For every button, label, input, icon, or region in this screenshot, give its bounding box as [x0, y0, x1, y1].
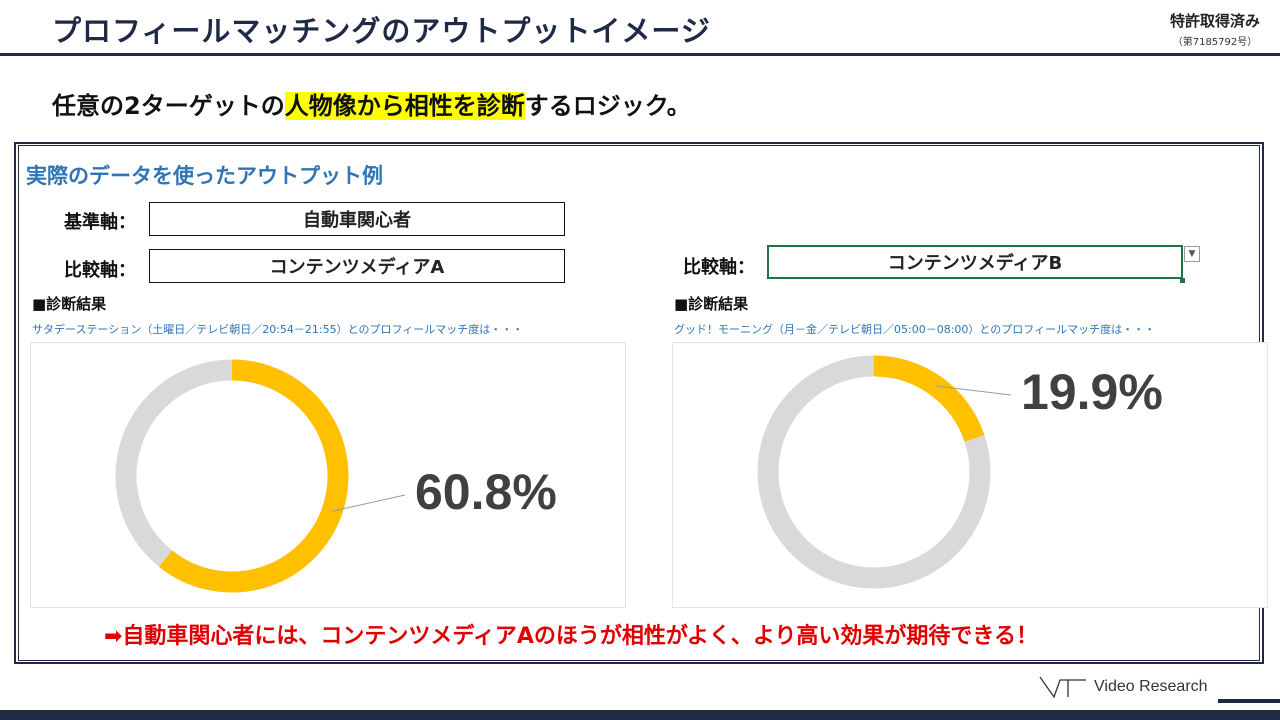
- lead-pre: 任意の2ターゲットの: [52, 92, 285, 120]
- donut-slice-rest: [757, 355, 991, 589]
- donut-slice-match: [873, 355, 985, 443]
- compare-axis-label-b: 比較軸：: [683, 257, 755, 278]
- conclusion-text: ➡自動車関心者には、コンテンツメディアAのほうが相性がよく、より高い効果が期待で…: [104, 624, 1038, 649]
- compare-axis-field-b[interactable]: コンテンツメディアB: [767, 245, 1183, 279]
- base-axis-field[interactable]: 自動車関心者: [149, 202, 565, 236]
- page-title: プロフィールマッチングのアウトプットイメージ: [52, 14, 711, 48]
- donut-chart-left: 60.8%: [115, 359, 557, 593]
- compare-axis-field-a[interactable]: コンテンツメディアA: [149, 249, 565, 283]
- right-result-note: グッド！モーニング（月－金／テレビ朝日／05:00－08:00）とのプロフィール…: [674, 323, 1156, 336]
- base-axis-label: 基準軸：: [64, 212, 136, 233]
- patent-main-text: 特許取得済み: [1169, 12, 1260, 30]
- chart-panel-right: 19.9%: [672, 342, 1268, 608]
- footer-rule: [0, 710, 1280, 720]
- section-title: 実際のデータを使ったアウトプット例: [26, 164, 383, 188]
- match-percentage-label: 19.9%: [1021, 364, 1163, 420]
- right-result-header: ■診断結果: [674, 295, 749, 313]
- video-research-logo-icon: [1039, 676, 1086, 699]
- left-result-note: サタデーステーション（土曜日／テレビ朝日／20:54－21:55）とのプロフィー…: [32, 323, 524, 336]
- header-rule: [0, 53, 1280, 56]
- leader-line: [331, 494, 406, 512]
- lead-post: するロジック。: [524, 92, 691, 120]
- chart-panel-left: 60.8%: [30, 342, 626, 608]
- donut-slice-match: [158, 359, 349, 593]
- donut-chart-right: 19.9%: [757, 355, 1163, 589]
- patent-badge: 特許取得済み （第7185792号）: [1170, 10, 1260, 48]
- donut-slice-rest: [115, 359, 233, 567]
- left-result-header: ■診断結果: [32, 295, 107, 313]
- logo-wordmark: Video Research: [1094, 678, 1208, 695]
- brand-logo: Video Research: [1038, 674, 1208, 700]
- cell-fill-handle[interactable]: [1180, 278, 1185, 283]
- footer-accent-rule: [1218, 699, 1280, 703]
- lead-highlight: 人物像から相性を診断: [284, 92, 525, 120]
- leader-line: [935, 385, 1012, 396]
- patent-number-text: （第7185792号）: [1172, 37, 1258, 48]
- chevron-down-icon[interactable]: ▼: [1184, 246, 1200, 262]
- match-percentage-label: 60.8%: [415, 464, 557, 520]
- lead-text: 任意の2ターゲットの人物像から相性を診断するロジック。: [52, 86, 691, 121]
- compare-axis-label-a: 比較軸：: [64, 260, 136, 281]
